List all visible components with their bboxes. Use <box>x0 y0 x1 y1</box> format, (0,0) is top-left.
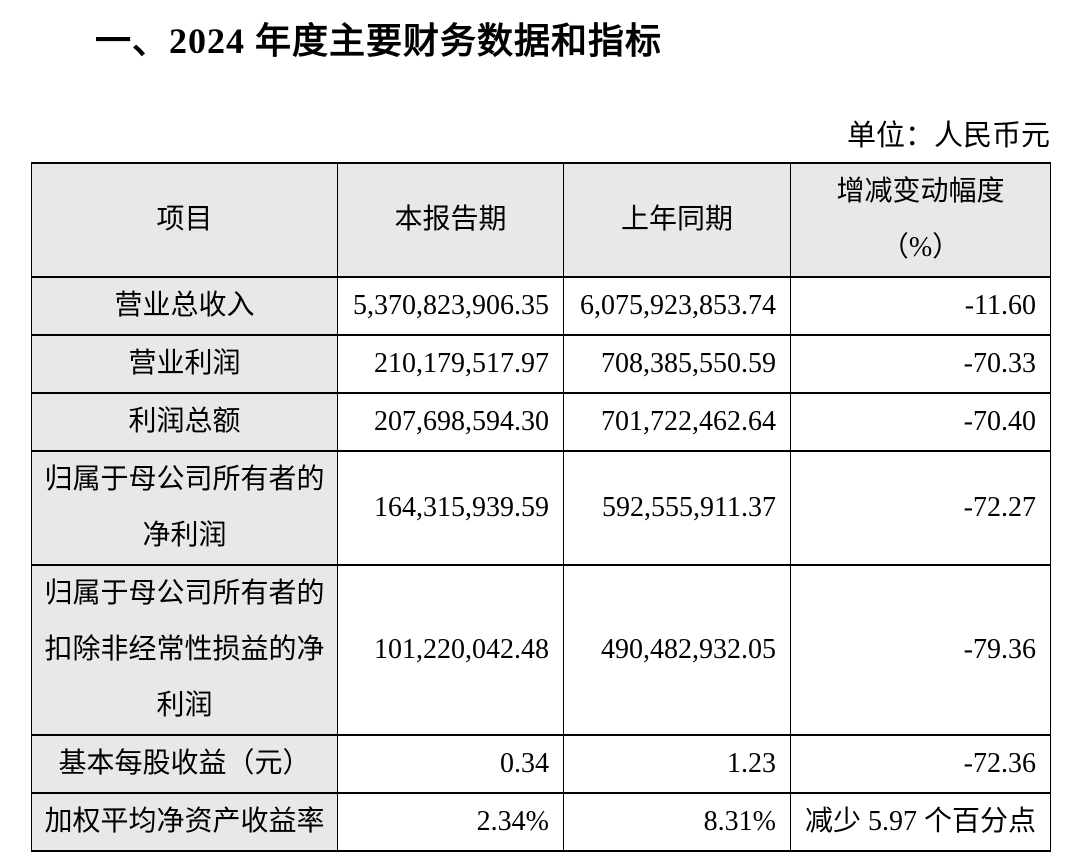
row-item-label: 利润总额 <box>31 392 338 452</box>
header-cell-prior-year: 上年同期 <box>563 162 791 278</box>
table-body: 营业总收入 5,370,823,906.35 6,075,923,853.74 … <box>31 276 1051 852</box>
row-prior-year-value: 8.31% <box>563 792 791 852</box>
header-cell-current-period: 本报告期 <box>337 162 564 278</box>
row-change-pct-value: -79.36 <box>790 564 1051 736</box>
table-row: 归属于母公司所有者的 扣除非经常性损益的净 利润 101,220,042.48 … <box>31 564 1051 736</box>
row-prior-year-value: 701,722,462.64 <box>563 392 791 452</box>
row-item-label: 归属于母公司所有者的 扣除非经常性损益的净 利润 <box>31 564 338 736</box>
table-row: 归属于母公司所有者的 净利润 164,315,939.59 592,555,91… <box>31 450 1051 566</box>
table-row: 利润总额 207,698,594.30 701,722,462.64 -70.4… <box>31 392 1051 452</box>
row-current-period-value: 2.34% <box>337 792 564 852</box>
table-header-row: 项目 本报告期 上年同期 增减变动幅度 （%） <box>31 162 1051 278</box>
row-item-label: 营业利润 <box>31 334 338 394</box>
row-change-pct-value: -72.36 <box>790 734 1051 794</box>
table-row: 基本每股收益（元） 0.34 1.23 -72.36 <box>31 734 1051 794</box>
row-current-period-value: 101,220,042.48 <box>337 564 564 736</box>
table-row: 营业总收入 5,370,823,906.35 6,075,923,853.74 … <box>31 276 1051 336</box>
row-current-period-value: 164,315,939.59 <box>337 450 564 566</box>
row-current-period-value: 207,698,594.30 <box>337 392 564 452</box>
row-prior-year-value: 1.23 <box>563 734 791 794</box>
row-prior-year-value: 708,385,550.59 <box>563 334 791 394</box>
row-item-label: 营业总收入 <box>31 276 338 336</box>
row-prior-year-value: 592,555,911.37 <box>563 450 791 566</box>
row-item-label: 归属于母公司所有者的 净利润 <box>31 450 338 566</box>
row-change-pct-value: -70.40 <box>790 392 1051 452</box>
row-current-period-value: 5,370,823,906.35 <box>337 276 564 336</box>
table-row: 营业利润 210,179,517.97 708,385,550.59 -70.3… <box>31 334 1051 394</box>
row-item-label: 加权平均净资产收益率 <box>31 792 338 852</box>
table-row: 加权平均净资产收益率 2.34% 8.31% 减少 5.97 个百分点 <box>31 792 1051 852</box>
row-prior-year-value: 6,075,923,853.74 <box>563 276 791 336</box>
row-change-pct-value: -70.33 <box>790 334 1051 394</box>
header-cell-change-pct: 增减变动幅度 （%） <box>790 162 1051 278</box>
row-change-pct-value: 减少 5.97 个百分点 <box>790 792 1051 852</box>
row-current-period-value: 0.34 <box>337 734 564 794</box>
financial-table: 项目 本报告期 上年同期 增减变动幅度 （%） 营业总收入 5,370,823,… <box>31 162 1051 852</box>
header-cell-item: 项目 <box>31 162 338 278</box>
row-prior-year-value: 490,482,932.05 <box>563 564 791 736</box>
row-change-pct-value: -11.60 <box>790 276 1051 336</box>
document-title: 一、2024 年度主要财务数据和指标 <box>95 21 663 61</box>
row-current-period-value: 210,179,517.97 <box>337 334 564 394</box>
unit-label: 单位：人民币元 <box>846 120 1050 152</box>
row-change-pct-value: -72.27 <box>790 450 1051 566</box>
row-item-label: 基本每股收益（元） <box>31 734 338 794</box>
